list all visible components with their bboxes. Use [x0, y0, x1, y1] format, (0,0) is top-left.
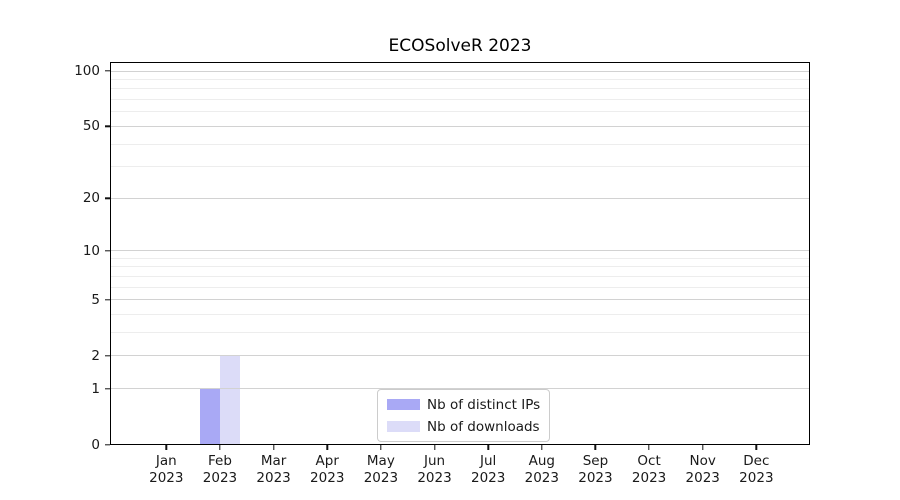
- gridline-minor-80: [110, 88, 810, 90]
- x-tick-mar: [272, 445, 275, 450]
- y-tick-label-100: 100: [74, 63, 100, 80]
- y-tick-100: [105, 70, 110, 72]
- gridline-minor-9: [110, 257, 810, 259]
- bar-feb-series-0: [199, 388, 220, 445]
- y-tick-label-10: 10: [82, 242, 100, 259]
- x-tick-oct: [648, 445, 650, 450]
- legend-label-downloads: Nb of downloads: [427, 418, 540, 435]
- x-tick-label-aug: Aug 2023: [524, 453, 559, 486]
- x-tick-label-feb: Feb 2023: [202, 453, 238, 486]
- x-tick-label-apr: Apr 2023: [310, 453, 345, 486]
- x-tick-nov: [702, 445, 704, 450]
- gridline-major-20: [110, 197, 810, 199]
- gridline-minor-8: [110, 266, 810, 268]
- x-tick-label-may: May 2023: [363, 453, 399, 486]
- y-tick-label-5: 5: [91, 291, 100, 308]
- y-tick-label-1: 1: [91, 380, 100, 397]
- x-tick-label-jul: Jul 2023: [470, 453, 506, 486]
- bar-feb-series-1: [219, 356, 241, 445]
- y-tick-5: [105, 299, 110, 301]
- x-tick-label-mar: Mar 2023: [256, 453, 291, 486]
- gridline-major-50: [110, 125, 810, 127]
- legend-label-distinct-ips: Nb of distinct IPs: [427, 396, 541, 413]
- y-tick-label-20: 20: [82, 190, 100, 207]
- legend-swatch-distinct-ips: [387, 399, 420, 410]
- legend-item-distinct-ips: Nb of distinct IPs: [387, 395, 540, 414]
- y-tick-0: [105, 444, 110, 446]
- gridline-minor-4: [110, 314, 810, 316]
- gridline-minor-30: [110, 166, 810, 168]
- x-tick-label-nov: Nov 2023: [685, 453, 720, 486]
- x-tick-aug: [541, 445, 543, 450]
- legend-item-downloads: Nb of downloads: [387, 417, 540, 436]
- x-tick-apr: [326, 445, 328, 450]
- y-tick-label-50: 50: [82, 118, 100, 135]
- gridline-minor-70: [110, 99, 810, 101]
- gridline-minor-40: [110, 143, 810, 145]
- gridline-minor-7: [110, 276, 810, 278]
- x-tick-label-sep: Sep 2023: [578, 453, 613, 486]
- gridline-major-10: [110, 250, 810, 252]
- x-tick-dec: [755, 445, 758, 450]
- gridline-major-100: [110, 70, 810, 72]
- y-tick-50: [105, 125, 110, 128]
- gridline-major-1: [110, 388, 810, 390]
- y-tick-label-2: 2: [91, 347, 100, 364]
- x-tick-sep: [594, 445, 597, 450]
- x-tick-label-oct: Oct 2023: [631, 453, 667, 486]
- x-tick-label-dec: Dec 2023: [739, 453, 774, 486]
- gridline-major-5: [110, 299, 810, 301]
- y-tick-1: [105, 388, 110, 390]
- legend-swatch-downloads: [387, 421, 420, 432]
- gridline-minor-3: [110, 332, 810, 334]
- y-tick-10: [105, 250, 110, 252]
- y-tick-20: [105, 197, 110, 200]
- y-tick-2: [105, 355, 110, 357]
- y-tick-label-0: 0: [91, 437, 100, 453]
- plot-area: Nb of distinct IPs Nb of downloads 0 1 2 5 1…: [74, 62, 810, 486]
- gridline-minor-6: [110, 286, 810, 288]
- x-tick-jan: [165, 445, 168, 450]
- x-tick-label-jun: Jun 2023: [417, 453, 452, 486]
- chart-title: ECOSolveR 2023: [388, 36, 532, 56]
- legend: Nb of distinct IPs Nb of downloads: [377, 389, 551, 442]
- x-tick-jul: [487, 445, 489, 450]
- x-tick-label-jan: Jan 2023: [149, 453, 184, 486]
- x-tick-feb: [219, 445, 221, 450]
- gridline-major-2: [110, 355, 810, 357]
- x-tick-jun: [433, 445, 436, 450]
- gridline-minor-90: [110, 79, 810, 81]
- gridline-minor-60: [110, 111, 810, 113]
- x-tick-may: [380, 445, 382, 450]
